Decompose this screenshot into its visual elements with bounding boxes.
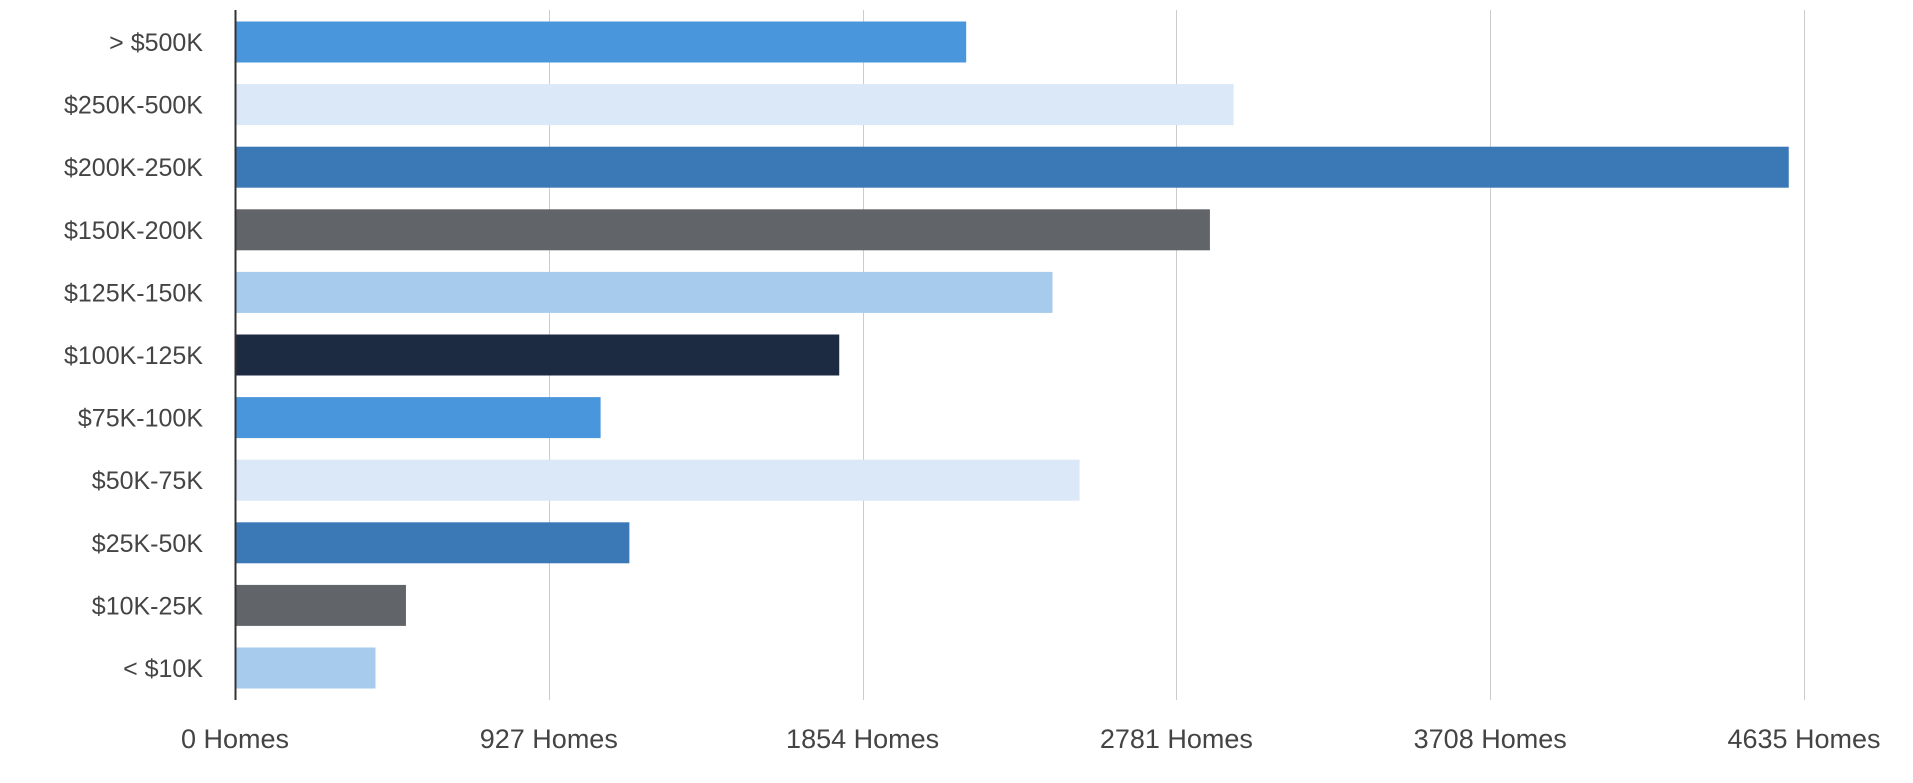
x-tick-label: 927 Homes [480, 724, 618, 754]
bar [235, 21, 967, 63]
bar [235, 459, 1080, 501]
x-tick-label: 4635 Homes [1727, 724, 1880, 754]
category-label: $125K-150K [64, 279, 203, 307]
category-label: < $10K [123, 655, 203, 683]
bars [235, 21, 1789, 689]
category-label: $25K-50K [92, 530, 204, 558]
category-label: > $500K [109, 29, 203, 57]
category-label: $50K-75K [92, 467, 204, 495]
category-label: $250K-500K [64, 92, 203, 120]
bar [235, 647, 376, 689]
bar [235, 209, 1210, 251]
category-label: $200K-250K [64, 154, 203, 182]
category-label: $75K-100K [78, 405, 203, 433]
category-label: $100K-125K [64, 342, 203, 370]
x-tick-labels: 0 Homes 927 Homes 1854 Homes 2781 Homes 3708… [181, 724, 1881, 754]
bar [235, 397, 601, 439]
category-label: $10K-25K [92, 592, 204, 620]
bar [235, 84, 1234, 126]
x-tick-label: 3708 Homes [1414, 724, 1567, 754]
x-tick-label: 2781 Homes [1100, 724, 1253, 754]
bar [235, 271, 1053, 313]
bar [235, 584, 406, 626]
bar [235, 522, 630, 564]
category-label: $150K-200K [64, 217, 203, 245]
x-tick-label: 0 Homes [181, 724, 289, 754]
x-tick-label: 1854 Homes [786, 724, 939, 754]
category-labels: > $500K $250K-500K $200K-250K $150K-200K $12… [64, 29, 203, 683]
bar [235, 334, 840, 376]
bar [235, 146, 1789, 188]
